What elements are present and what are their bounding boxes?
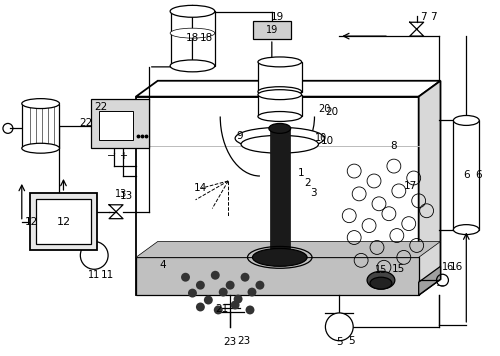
Ellipse shape (454, 115, 479, 125)
Text: 23: 23 (224, 337, 237, 347)
Text: 11: 11 (100, 270, 114, 280)
Text: 5: 5 (336, 337, 342, 347)
Text: 15: 15 (375, 265, 387, 275)
Text: 23: 23 (238, 336, 250, 346)
Text: 16: 16 (442, 262, 454, 272)
Ellipse shape (252, 248, 307, 266)
Bar (258, 62, 302, 92)
Text: 7: 7 (420, 12, 427, 22)
Ellipse shape (170, 60, 215, 72)
Circle shape (218, 288, 228, 297)
Bar (30, 193, 97, 250)
Ellipse shape (170, 5, 215, 17)
Circle shape (246, 305, 254, 314)
Circle shape (204, 295, 213, 304)
Text: 10: 10 (321, 136, 334, 146)
Polygon shape (136, 81, 440, 96)
Text: 13: 13 (120, 191, 132, 201)
Text: 5: 5 (348, 336, 354, 346)
Bar (136, 96, 418, 295)
Bar (253, 21, 290, 39)
Circle shape (214, 305, 222, 314)
Circle shape (80, 241, 108, 269)
Text: 4: 4 (160, 260, 166, 270)
Polygon shape (418, 266, 440, 295)
Ellipse shape (258, 90, 302, 100)
Text: 22: 22 (80, 119, 93, 129)
Bar (91, 99, 149, 148)
Text: 2: 2 (304, 178, 311, 188)
Circle shape (240, 273, 250, 282)
Text: 7: 7 (430, 12, 437, 22)
Text: +: + (119, 151, 127, 161)
Text: −: − (107, 151, 115, 161)
Ellipse shape (170, 28, 215, 38)
Text: 1: 1 (298, 168, 305, 178)
Text: 18: 18 (186, 33, 199, 43)
Bar (22, 104, 60, 148)
Circle shape (256, 281, 264, 290)
Text: 10: 10 (316, 133, 328, 143)
Ellipse shape (454, 225, 479, 235)
Ellipse shape (22, 143, 60, 153)
Text: 21: 21 (216, 304, 229, 314)
Ellipse shape (241, 135, 318, 153)
Text: 15: 15 (392, 264, 406, 274)
Ellipse shape (235, 127, 324, 149)
Text: 17: 17 (404, 181, 417, 191)
Bar (36, 199, 91, 245)
Text: 20: 20 (318, 104, 330, 114)
Bar (170, 11, 216, 66)
Ellipse shape (258, 57, 302, 67)
Ellipse shape (269, 124, 290, 134)
Circle shape (230, 300, 239, 309)
Circle shape (181, 273, 190, 282)
Bar (258, 95, 302, 116)
Text: 3: 3 (310, 188, 317, 198)
Text: 18: 18 (200, 33, 213, 43)
Circle shape (196, 281, 205, 290)
Polygon shape (418, 81, 440, 295)
Circle shape (248, 288, 256, 297)
Bar (454, 120, 479, 230)
Circle shape (234, 294, 242, 304)
Text: 19: 19 (271, 12, 284, 22)
Circle shape (211, 271, 220, 280)
Text: 9: 9 (237, 131, 244, 141)
Text: 22: 22 (94, 101, 108, 111)
Circle shape (188, 289, 197, 298)
Polygon shape (136, 241, 440, 257)
Circle shape (326, 313, 353, 341)
Text: 13: 13 (115, 189, 127, 199)
Ellipse shape (370, 277, 392, 289)
Ellipse shape (367, 271, 395, 289)
Text: 12: 12 (56, 217, 70, 227)
Bar (270, 129, 289, 257)
Circle shape (196, 303, 205, 312)
Bar (99, 110, 133, 140)
Text: 6: 6 (463, 170, 469, 180)
Circle shape (226, 281, 234, 290)
Ellipse shape (258, 111, 302, 121)
Text: 19: 19 (266, 25, 278, 35)
Text: 16: 16 (450, 262, 463, 272)
Bar (136, 257, 418, 295)
Text: 12: 12 (25, 217, 38, 227)
Text: 20: 20 (325, 106, 338, 116)
Text: 11: 11 (88, 270, 101, 280)
Ellipse shape (258, 87, 302, 96)
Text: 6: 6 (475, 170, 482, 180)
Text: 8: 8 (390, 141, 397, 151)
Ellipse shape (22, 99, 60, 109)
Text: 14: 14 (194, 183, 207, 193)
